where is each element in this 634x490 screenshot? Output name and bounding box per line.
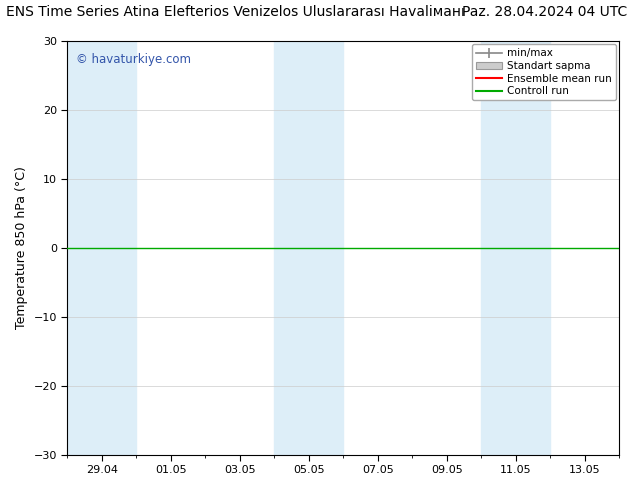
Legend: min/max, Standart sapma, Ensemble mean run, Controll run: min/max, Standart sapma, Ensemble mean r…	[472, 44, 616, 100]
Text: © havaturkiye.com: © havaturkiye.com	[75, 53, 191, 67]
Y-axis label: Temperature 850 hPa (°C): Temperature 850 hPa (°C)	[15, 167, 28, 329]
Bar	[481, 41, 550, 455]
Bar	[67, 41, 136, 455]
Text: Paz. 28.04.2024 04 UTC: Paz. 28.04.2024 04 UTC	[462, 5, 628, 19]
Bar	[275, 41, 343, 455]
Text: ENS Time Series Atina Elefterios Venizelos Uluslararası Havaliманı: ENS Time Series Atina Elefterios Venizel…	[6, 5, 465, 19]
